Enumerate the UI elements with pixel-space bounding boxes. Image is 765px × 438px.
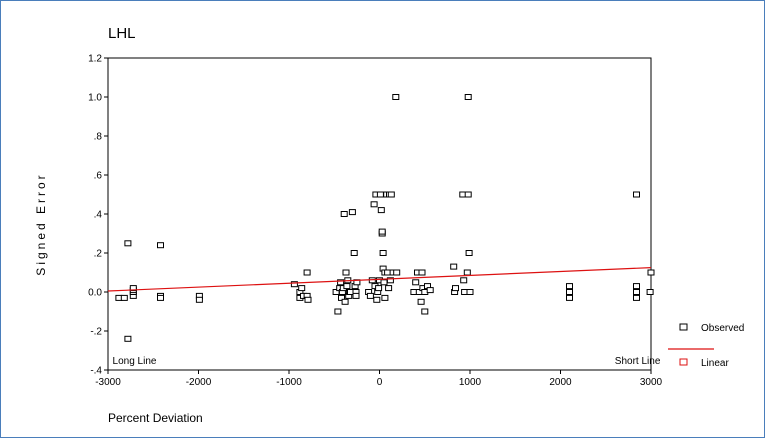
observed-point [633,283,640,290]
observed-point [460,277,468,284]
plot-axes [107,57,652,371]
observed-point [426,287,434,294]
x-tick-label: -2000 [186,377,212,388]
annotation-label: Short Line [615,356,661,367]
observed-point [450,263,458,270]
y-tick-label: .6 [94,171,103,182]
observed-point [377,207,385,214]
observed-point [464,94,472,100]
observed-point [387,191,395,198]
observed-point [417,298,425,305]
y-tick-label: .2 [94,249,103,260]
x-tick-label: 1000 [459,377,482,388]
observed-point [566,283,573,290]
observed-point [385,285,393,292]
observed-point [386,277,394,284]
y-tick-label: 1.0 [88,93,102,104]
observed-point [340,211,348,217]
axis-ticks: -3000 -2000 -1000 0 1000 2000 3000 -.4 -.2 0.0 .2.… [88,54,662,389]
observed-point [381,294,389,301]
y-tick-label: 0.0 [88,288,102,299]
observed-point [466,289,474,295]
linear-fit-line [107,267,652,292]
observed-point [373,296,381,303]
observed-point [412,279,420,286]
observed-point [120,294,128,301]
observed-point [343,283,351,290]
y-tick-label: -.2 [90,327,102,338]
observed-point [393,269,401,276]
data-marks [107,94,655,342]
observed-point [366,292,374,299]
x-axis-label: Percent Deviation [108,411,203,425]
observed-point [464,191,472,198]
observed-point [304,296,312,303]
y-tick-label: .8 [94,132,103,143]
observed-point [465,250,473,256]
x-tick-label: -1000 [276,377,302,388]
observed-point [376,191,384,198]
observed-point [157,294,164,301]
observed-point [338,294,345,301]
chart-title: LHL [108,25,136,42]
observed-point [334,308,342,315]
observed-point [418,269,426,276]
x-tick-label: 0 [377,377,383,388]
y-tick-label: 1.2 [88,54,102,65]
observed-point [350,250,358,256]
annotation-label: Long Line [113,356,157,367]
observed-point [157,242,164,249]
observed-point [566,294,573,301]
legend-linear-label: Linear [701,358,729,369]
observed-point [375,285,383,292]
observed-point [298,285,306,292]
observed-point [566,289,573,295]
observed-point [633,289,640,295]
x-tick-label: -3000 [95,377,121,388]
observed-point [124,335,132,342]
y-tick-label: -.4 [90,366,102,377]
observed-point [129,285,137,292]
observed-point [647,269,655,276]
plot-area-border [107,57,652,371]
observed-point [337,279,345,286]
observed-point [195,296,203,303]
x-tick-label: 2000 [549,377,572,388]
legend-observed-label: Observed [701,323,744,334]
x-tick-label: 3000 [640,377,663,388]
legend-linear-marker [679,358,688,366]
y-tick-label: .4 [94,210,103,221]
observed-point [379,250,387,256]
observed-point [303,269,311,276]
observed-point [633,191,640,198]
observed-point [342,269,350,276]
observed-point [352,292,360,299]
legend: Observed Linear [668,323,744,369]
observed-point [290,281,298,288]
legend-observed-marker [679,323,688,331]
y-axis-label: Signed Error [34,172,48,275]
observed-point [341,298,349,305]
annotations: Long Line Short Line [113,356,661,367]
observed-point [463,269,471,276]
observed-point [124,240,132,247]
observed-point [378,228,386,235]
observed-point [370,201,378,208]
observed-point [348,209,356,216]
observed-point [421,308,429,315]
observed-point [380,279,388,286]
observed-point [452,285,459,292]
observed-point [633,294,640,301]
observed-point [646,289,654,295]
observed-point [392,94,400,100]
